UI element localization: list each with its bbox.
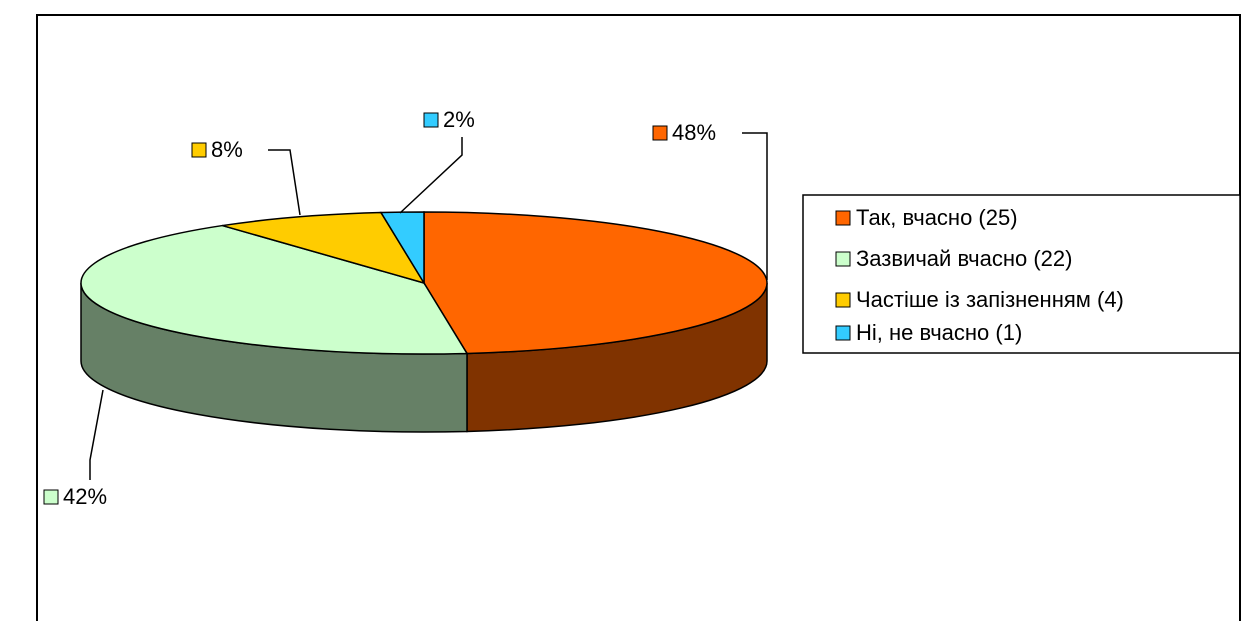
label-marker: [652, 125, 668, 141]
legend-label: Частіше із запізненням (4): [856, 287, 1124, 312]
legend-box: [802, 194, 1241, 354]
data-label: 2%: [443, 107, 475, 132]
label-marker: [191, 142, 207, 158]
slice-top: [80, 224, 469, 355]
legend-marker: [835, 251, 851, 267]
slice-top: [222, 211, 426, 285]
legend-label: Зазвичай вчасно (22): [856, 246, 1072, 271]
legend-label: Так, вчасно (25): [856, 205, 1018, 230]
leader-line: [89, 389, 104, 480]
label-marker: [43, 489, 59, 505]
data-label: 48%: [672, 120, 716, 145]
legend-marker: [835, 325, 851, 341]
legend-label: Ні, не вчасно (1): [856, 320, 1022, 345]
leader-line: [268, 149, 301, 216]
legend-marker: [835, 292, 851, 308]
pie-slice: [379, 211, 425, 286]
pie-slice: [80, 224, 469, 433]
label-marker: [423, 112, 439, 128]
slice-top: [379, 211, 425, 286]
leader-line: [399, 137, 463, 214]
data-label: 8%: [211, 137, 243, 162]
leader-line: [742, 132, 768, 280]
legend-marker: [835, 210, 851, 226]
pie-slice: [423, 211, 768, 433]
pie-slice: [222, 211, 426, 285]
data-label: 42%: [63, 484, 107, 509]
